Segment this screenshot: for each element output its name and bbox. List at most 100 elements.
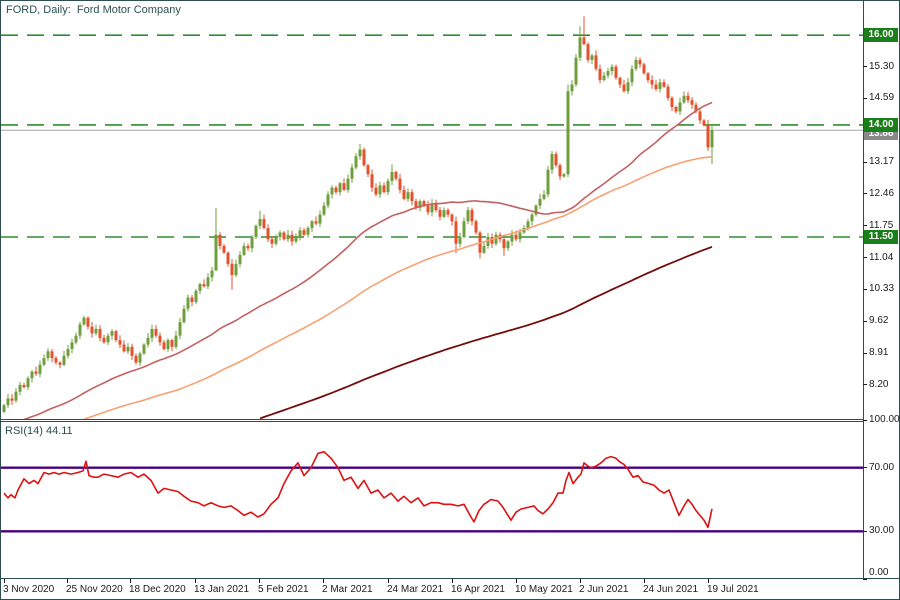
candle-body [566, 91, 570, 175]
candle-body [666, 86, 670, 98]
candle-body [642, 64, 646, 74]
candle-body [238, 254, 242, 264]
candle-body [466, 210, 470, 222]
candle-body [394, 171, 398, 179]
candle-body [550, 154, 554, 170]
rsi-line[interactable] [3, 450, 713, 529]
price-axis[interactable]: 15.30 14.59 13.17 12.46 11.75 11.04 10.33 9.62 8… [863, 1, 900, 580]
candle-body [342, 183, 346, 190]
candle-body [46, 351, 50, 359]
candle-body [346, 178, 350, 190]
candle-body [534, 205, 538, 215]
rsi-tick [863, 419, 867, 421]
panel-separator-bottom[interactable] [1, 421, 863, 422]
candle-body [114, 331, 118, 341]
rsi-chart-canvas[interactable] [1, 422, 863, 578]
date-tick [130, 579, 131, 583]
date-tick [67, 579, 68, 583]
date-axis-label: 24 Mar 2021 [387, 584, 444, 595]
candle-body [150, 328, 154, 338]
candle-body [134, 355, 138, 363]
candle-body [426, 205, 430, 213]
candle-body [646, 73, 650, 81]
candle-body [658, 82, 662, 90]
candle-body [102, 337, 106, 343]
candle-body [630, 68, 634, 83]
candle-body [170, 340, 174, 347]
candle-body [2, 405, 6, 412]
candle-body [366, 165, 370, 175]
candle-body [554, 154, 558, 166]
candle-body [186, 297, 190, 309]
price-tick [863, 66, 867, 68]
candle-body [542, 194, 546, 199]
candle-body [42, 358, 46, 365]
candle-body [290, 234, 294, 242]
candle-body [294, 237, 298, 242]
candle-body [54, 358, 58, 363]
candle-body [30, 371, 34, 379]
date-tick [580, 579, 581, 583]
candle-body [98, 328, 102, 338]
candle-body [650, 80, 654, 85]
candle-body [698, 111, 702, 121]
panel-separator-top[interactable] [1, 419, 863, 420]
candle-body [226, 252, 230, 264]
candle-body [578, 37, 582, 58]
candle-body [678, 102, 682, 112]
candle-body [310, 221, 314, 229]
candle-body [558, 165, 562, 177]
candle-body [626, 82, 630, 92]
ma-salmon-line[interactable] [4, 156, 713, 419]
candle-body [118, 340, 122, 345]
price-axis-label: 11.75 [869, 219, 894, 231]
candle-body [422, 201, 426, 206]
candle-body [526, 221, 530, 229]
candle-body [38, 364, 42, 374]
price-tick [863, 193, 867, 195]
candle-body [330, 187, 334, 195]
candle-body [6, 398, 10, 406]
candle-body [286, 234, 290, 240]
candle-body [586, 44, 590, 60]
candle-body [326, 194, 330, 206]
candle-body [106, 335, 110, 343]
candle-body [130, 346, 134, 356]
candle-body [270, 239, 274, 244]
candle-body [262, 219, 266, 229]
candle-body [622, 84, 626, 92]
price-level-box: 14.00 [864, 117, 898, 132]
price-tick [863, 288, 867, 290]
date-axis-label: 25 Nov 2020 [66, 584, 123, 595]
candle-body [546, 169, 550, 195]
ma-dark-line[interactable] [259, 246, 713, 419]
candle-body [90, 326, 94, 334]
price-tick [863, 352, 867, 354]
ma-rose-line[interactable] [4, 101, 713, 420]
candle-body [78, 324, 82, 336]
candle-body [414, 201, 418, 208]
candle-body [410, 192, 414, 202]
candle-body [82, 317, 86, 325]
candle-body [606, 71, 610, 76]
date-tick [259, 579, 260, 583]
candle-body [314, 221, 318, 224]
candle-body [358, 149, 362, 157]
candle-body [190, 297, 194, 303]
price-tick [863, 161, 867, 163]
time-axis[interactable]: 3 Nov 2020 25 Nov 2020 18 Dec 2020 13 Jan 2… [1, 578, 900, 600]
candle-body [26, 378, 30, 388]
candle-body [18, 384, 22, 392]
date-tick [195, 579, 196, 583]
date-axis-label: 19 Jul 2021 [707, 584, 759, 595]
candle-body [158, 335, 162, 343]
candle-body [602, 75, 606, 81]
price-axis-label: 13.17 [869, 156, 895, 168]
candle-body [34, 371, 38, 374]
candle-body [250, 237, 254, 249]
date-axis-label: 16 Apr 2021 [451, 584, 505, 595]
candle-body [122, 344, 126, 352]
candle-body [582, 37, 586, 45]
candle-body [162, 342, 166, 350]
main-chart-canvas[interactable] [1, 1, 863, 419]
